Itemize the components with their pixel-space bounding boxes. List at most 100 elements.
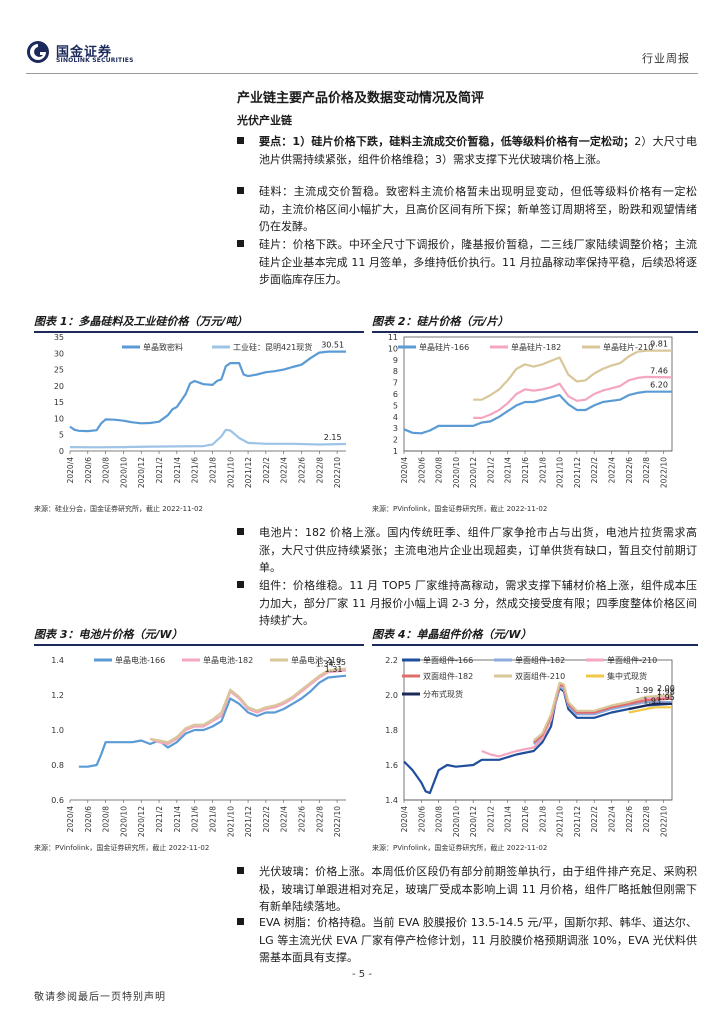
bullet-eva: EVA 树脂：价格持稳。当前 EVA 胶膜报价 13.5-14.5 元/平，国斯… [237, 914, 697, 967]
series-line [149, 667, 347, 744]
figure-rule [372, 644, 698, 646]
x-tick-label: 2021/12 [573, 457, 582, 488]
y-tick-label: 2.2 [385, 656, 398, 665]
x-tick-label: 2020/8 [435, 457, 444, 484]
x-tick-label: 2021/12 [244, 806, 253, 837]
x-tick-label: 2022/10 [659, 457, 668, 488]
y-tick-label: 15 [54, 398, 64, 407]
bullet-marker [237, 187, 244, 194]
y-tick-label: 1.0 [51, 726, 64, 735]
x-tick-label: 2022/8 [642, 806, 651, 833]
figure-4-header: 图表 4：单晶组件价格（元/W） [372, 626, 698, 646]
figure-rule [372, 331, 698, 333]
series-line [69, 428, 347, 449]
y-tick-label: 8 [393, 367, 398, 376]
x-tick-label: 2020/6 [84, 806, 93, 833]
bullet-text: 硅片：价格下跌。中环全尺寸下调报价，隆基报价暂稳，二三线厂家陆续调整价格；主流硅… [259, 238, 697, 286]
data-label: 2.00 [657, 684, 675, 693]
bullet-marker [237, 918, 244, 925]
series-line [69, 350, 346, 433]
series-line [533, 681, 673, 742]
bullet-marker [237, 137, 244, 144]
legend-label: 单面组件-210 [607, 655, 657, 665]
bullet-module: 组件：价格维稳。11 月 TOP5 厂家维持高稼动，需求支撑下辅材价格上涨，组件… [237, 577, 697, 630]
bullet-text: 组件：价格维稳。11 月 TOP5 厂家维持高稼动，需求支撑下辅材价格上涨，组件… [259, 579, 697, 627]
x-tick-label: 2021/10 [226, 806, 235, 837]
logo-icon [27, 41, 49, 63]
y-tick-label: 1.4 [51, 656, 64, 665]
x-tick-label: 2022/4 [607, 457, 616, 484]
data-label: 1.95 [657, 693, 675, 702]
y-tick-label: 0.6 [51, 796, 64, 805]
y-tick-label: 1.2 [51, 691, 64, 700]
x-tick-label: 2021/2 [486, 457, 495, 484]
x-tick-label: 2020/10 [452, 457, 461, 488]
x-tick-label: 2020/8 [102, 457, 111, 484]
report-type-tag: 行业周报 [642, 52, 690, 65]
data-label: 9.81 [650, 340, 668, 349]
x-tick-label: 2020/8 [435, 806, 444, 833]
x-tick-label: 2021/10 [556, 457, 565, 488]
figure-rule [34, 331, 364, 333]
series-line [628, 702, 672, 711]
legend-label: 单晶硅片-166 [419, 342, 469, 352]
x-tick-label: 2022/2 [590, 457, 599, 484]
x-tick-label: 2021/10 [556, 806, 565, 837]
figure-4-title: 图表 4：单晶组件价格（元/W） [372, 628, 532, 641]
figure-1-title: 图表 1：多晶硅料及工业硅价格（万元/吨） [34, 315, 248, 328]
data-label: 1.98 [657, 688, 675, 697]
series-line [78, 674, 347, 768]
y-tick-label: 1.4 [385, 796, 398, 805]
x-tick-label: 2020/6 [84, 457, 93, 484]
x-tick-label: 2022/8 [642, 457, 651, 484]
y-tick-label: 2 [393, 436, 398, 445]
bullet-wafer: 硅片：价格下跌。中环全尺寸下调报价，隆基报价暂稳，二三线厂家陆续调整价格；主流硅… [237, 236, 697, 289]
x-tick-label: 2022/8 [315, 457, 324, 484]
x-tick-label: 2020/12 [469, 806, 478, 837]
y-tick-label: 1.8 [385, 726, 398, 735]
chart-polysilicon-price: 0 5 10 15 20 25 30 35 2020/4 2020/6 2020/8 2020/10 2… [54, 333, 347, 488]
y-tick-label: 6 [393, 390, 398, 399]
x-tick-label: 2022/10 [659, 806, 668, 837]
figure-rule [34, 644, 364, 646]
y-tick-label: 4 [393, 413, 398, 422]
y-tick-label: 7 [393, 379, 398, 388]
data-label: 1.34 [316, 660, 334, 669]
y-tick-label: 0.8 [51, 761, 64, 770]
bullet-marker [237, 528, 244, 535]
x-tick-label: 2020/4 [400, 806, 409, 833]
x-tick-label: 2021/10 [226, 457, 235, 488]
legend-label: 单晶电池-166 [115, 655, 165, 665]
bullet-marker [237, 240, 244, 247]
y-tick-label: 1.6 [385, 761, 398, 770]
x-tick-label: 2021/2 [486, 806, 495, 833]
y-tick-label: 20 [54, 382, 64, 391]
x-tick-label: 2021/2 [155, 457, 164, 484]
y-tick-label: 9 [393, 356, 398, 365]
x-tick-label: 2022/6 [297, 457, 306, 484]
y-tick-label: 10 [54, 414, 64, 423]
x-tick-label: 2022/8 [315, 806, 324, 833]
bullet-marker [237, 867, 244, 874]
x-tick-label: 2022/2 [590, 806, 599, 833]
x-tick-label: 2021/6 [191, 806, 200, 833]
x-tick-label: 2021/6 [191, 457, 200, 484]
legend-label: 单晶硅片-210 [603, 342, 653, 352]
y-tick-label: 5 [59, 431, 64, 440]
subsection-title: 光伏产业链 [237, 114, 292, 127]
x-tick-label: 2020/4 [66, 457, 75, 484]
data-label: 1.31 [325, 665, 343, 674]
bullet-text: 光伏玻璃：价格上涨。本周低价区段仍有部分前期签单执行，由于组件排产充足、采购积极… [259, 865, 697, 913]
x-tick-label: 2021/6 [521, 806, 530, 833]
data-label: 6.20 [650, 381, 668, 390]
x-tick-label: 2020/6 [417, 457, 426, 484]
bullet-text: 2）大尺寸电池片供需持续紧张，组件价格维稳；3）需求支撑下光伏玻璃价格上涨。 [259, 135, 697, 166]
x-tick-label: 2021/12 [244, 457, 253, 488]
x-tick-label: 2022/4 [280, 806, 289, 833]
legend-label: 单面组件-166 [423, 655, 473, 665]
x-tick-label: 2022/4 [607, 806, 616, 833]
legend-label: 单晶硅片-182 [511, 342, 561, 352]
disclaimer-note: 敬请参阅最后一页特别声明 [34, 992, 166, 1003]
x-tick-label: 2021/2 [155, 806, 164, 833]
x-tick-label: 2022/2 [262, 457, 271, 484]
